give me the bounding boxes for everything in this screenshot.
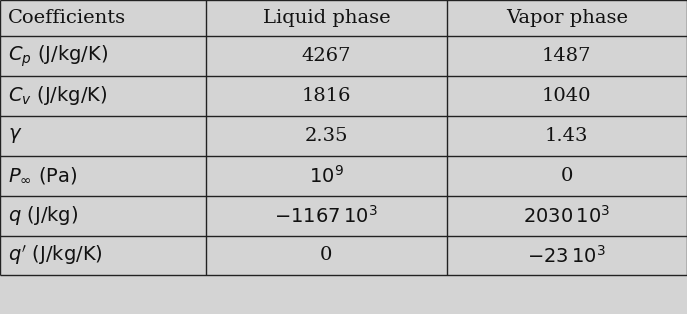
Text: Coefficients: Coefficients [8,9,126,27]
Text: 1816: 1816 [302,87,351,105]
Text: $q'\ (\mathrm{J/kg/K})$: $q'\ (\mathrm{J/kg/K})$ [8,243,103,268]
Text: 1.43: 1.43 [545,127,589,145]
Text: $C_v\ (\mathrm{J/kg/K})$: $C_v\ (\mathrm{J/kg/K})$ [8,84,108,107]
Text: 2.35: 2.35 [304,127,348,145]
Text: $10^9$: $10^9$ [309,165,344,187]
Text: $C_p\ (\mathrm{J/kg/K})$: $C_p\ (\mathrm{J/kg/K})$ [8,43,109,69]
Text: $P_{\infty}\ (\mathrm{Pa})$: $P_{\infty}\ (\mathrm{Pa})$ [8,165,78,186]
Text: 0: 0 [561,167,573,185]
Text: $-23\,10^3$: $-23\,10^3$ [528,245,606,266]
Text: 0: 0 [320,246,333,264]
Text: 1040: 1040 [542,87,592,105]
Text: Vapor phase: Vapor phase [506,9,628,27]
Text: $q\ (\mathrm{J/kg})$: $q\ (\mathrm{J/kg})$ [8,204,78,227]
Text: $-1167\,10^3$: $-1167\,10^3$ [275,205,378,226]
Text: $2030\,10^3$: $2030\,10^3$ [523,205,611,226]
Text: 4267: 4267 [302,47,351,65]
Text: 1487: 1487 [542,47,592,65]
Text: $\gamma$: $\gamma$ [8,126,23,145]
Text: Liquid phase: Liquid phase [262,9,390,27]
